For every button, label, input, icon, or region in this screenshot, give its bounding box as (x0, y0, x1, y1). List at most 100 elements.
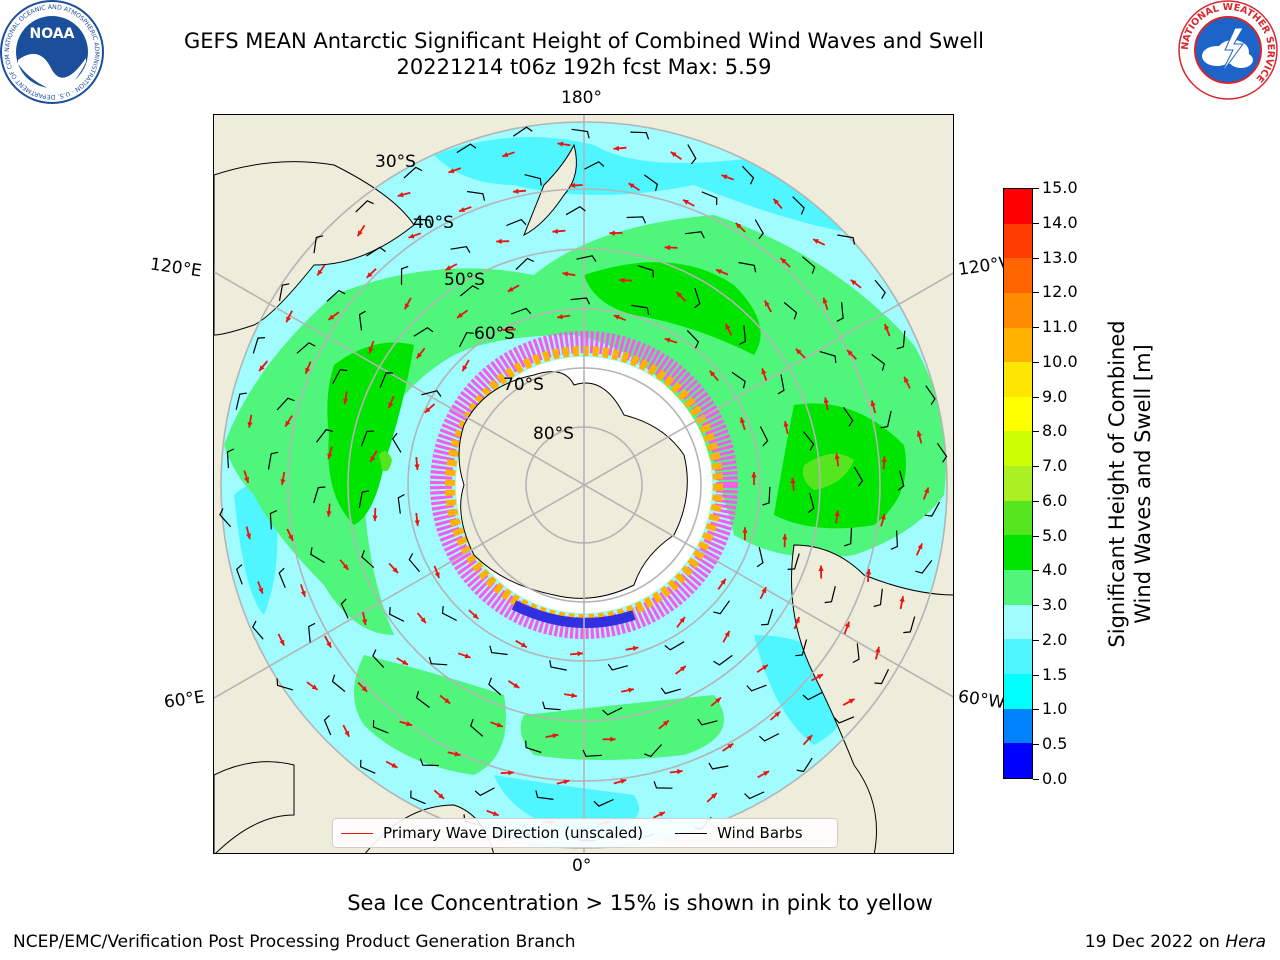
wave-arrow-head (680, 666, 686, 672)
wave-arrow-head (834, 453, 840, 460)
wind-barb (759, 426, 769, 447)
wind-barb (488, 677, 502, 696)
wave-arrow-head (880, 513, 886, 520)
colorbar-tick-label: 11.0 (1042, 317, 1078, 337)
wind-barb (824, 586, 836, 604)
wind-barb (326, 289, 346, 302)
wind-barb (340, 598, 349, 619)
wave-arrow-head (326, 511, 332, 517)
wave-arrow-head (818, 565, 824, 571)
colorbar-tick-mark (1033, 744, 1039, 746)
wind-barbs-legend-line (675, 832, 708, 834)
wave-arrow-head (813, 239, 819, 244)
colorbar-tick-label: 0.0 (1042, 769, 1068, 788)
wind-barb (524, 174, 542, 186)
colorbar-tick-label: 6.0 (1042, 490, 1068, 510)
wind-barb (852, 643, 860, 664)
wave-arrow-head (679, 617, 685, 623)
colorbar-tick-mark (1033, 500, 1039, 502)
wind-barb (570, 297, 591, 305)
colorbar-tick-label: 13.0 (1042, 247, 1078, 267)
colorbar-label-line2: Wind Waves and Swell [m] (1131, 344, 1155, 624)
wave-arrow-head (247, 421, 253, 428)
wave-arrow-head (822, 297, 828, 304)
wave-arrow-head (917, 543, 923, 550)
wave-arrow-head (761, 368, 767, 375)
colorbar-tick-label: 5.0 (1042, 525, 1068, 545)
wind-barb (701, 191, 718, 206)
wave-arrow-head (881, 456, 887, 462)
lon-label-60e: 60°E (162, 687, 207, 713)
colorbar-cell (1004, 570, 1032, 605)
wave-arrow-head (569, 182, 576, 188)
wind-barb (361, 550, 375, 569)
wind-barb (308, 622, 316, 643)
wave-arrow-head (397, 192, 404, 198)
wave-arrow-head (557, 141, 564, 147)
wind-barb (252, 337, 266, 354)
wind-barb (413, 218, 433, 227)
wind-barb (458, 332, 474, 348)
wind-barb (802, 691, 823, 701)
wind-barb (323, 714, 332, 736)
wind-barb (584, 161, 605, 170)
wave-arrow-head (496, 722, 503, 728)
wave-arrow-head (916, 430, 922, 437)
wind-barb (731, 371, 746, 389)
wave-arrow-head (343, 398, 349, 405)
wind-barb (686, 329, 700, 349)
wind-barb (450, 246, 471, 254)
wind-barb (410, 790, 426, 805)
colorbar-tick-mark (1033, 466, 1039, 468)
wind-barb (924, 501, 941, 517)
wave-arrow-head (317, 269, 323, 276)
wave-arrow-head (806, 735, 813, 741)
wind-barb (316, 428, 334, 443)
footer-date-text: 19 Dec 2022 on (1084, 932, 1226, 952)
wave-arrow-head (361, 686, 368, 692)
wave-arrow-head (448, 168, 455, 174)
wave-arrow-head (420, 617, 426, 624)
wind-barb (631, 304, 650, 315)
wave-arrow-head (610, 736, 616, 742)
footer-credit: NCEP/EMC/Verification Post Processing Pr… (13, 932, 576, 952)
wind-barb (510, 307, 532, 315)
colorbar-label: Significant Height of Combined Wind Wave… (1104, 320, 1156, 647)
wind-barb (803, 431, 815, 451)
wave-arrow-head (454, 751, 461, 757)
wave-arrow-head (715, 697, 721, 704)
wind-barb (276, 397, 295, 411)
wave-arrow-head (557, 314, 563, 320)
wind-barb (792, 196, 805, 215)
wave-arrow-head (762, 664, 768, 671)
wave-arrow-head (368, 347, 374, 354)
wave-arrow-head (459, 207, 465, 212)
wave-arrow-head (408, 233, 415, 239)
primary-wave-legend-line (341, 832, 373, 834)
wave-arrow-head (848, 698, 855, 704)
wave-arrow-head (286, 316, 292, 323)
wave-arrow-head (391, 762, 398, 768)
wave-arrow-head (847, 350, 853, 356)
lon-label-60w: 60°W (956, 686, 1007, 714)
wave-arrow-head (670, 151, 677, 158)
wind-barb (582, 749, 602, 757)
wind-barb (807, 492, 815, 514)
wind-barb (890, 530, 899, 550)
lat-label-80s: 80°S (533, 424, 574, 444)
wind-barb (754, 219, 764, 240)
wave-arrow-head (434, 572, 440, 579)
colorbar-cell (1004, 639, 1032, 674)
wind-barb (235, 564, 243, 585)
colorbar-cell (1004, 743, 1032, 778)
wave-arrow-head (404, 303, 410, 310)
colorbar-cell (1004, 500, 1032, 536)
sea-ice-caption: Sea Ice Concentration > 15% is shown in … (347, 891, 933, 915)
wind-barb (397, 493, 405, 514)
wave-arrow-head (502, 327, 509, 333)
wind-barb (687, 144, 697, 165)
wind-barb (359, 759, 376, 774)
lat-label-60s: 60°S (474, 324, 515, 344)
wind-barb (762, 486, 771, 506)
wind-barb (925, 385, 936, 405)
